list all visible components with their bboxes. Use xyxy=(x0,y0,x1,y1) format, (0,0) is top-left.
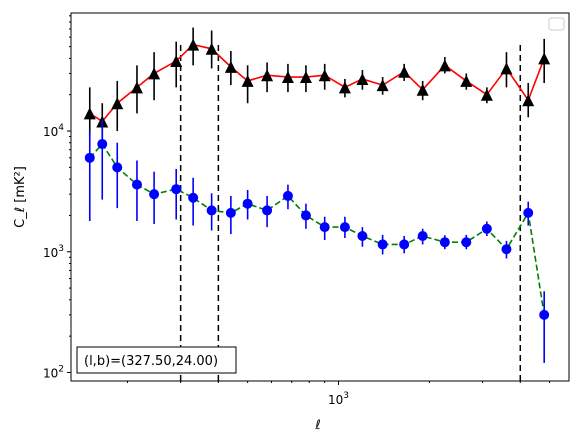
y-tick-label: 103 xyxy=(43,244,64,260)
data-point-circle xyxy=(439,237,450,248)
plot-area xyxy=(71,13,569,381)
data-point-triangle xyxy=(438,59,451,72)
series xyxy=(83,27,551,140)
data-point-circle xyxy=(417,231,428,242)
data-point-circle xyxy=(539,309,550,320)
data-point-circle xyxy=(501,244,512,255)
y-tick-label: 102 xyxy=(43,364,64,380)
data-point-triangle xyxy=(187,38,200,51)
data-point-circle xyxy=(149,189,160,200)
plot-frame xyxy=(70,12,570,382)
data-point-circle xyxy=(171,184,182,195)
data-point-circle xyxy=(242,198,253,209)
data-point-triangle xyxy=(281,71,294,84)
data-point-triangle xyxy=(522,94,535,107)
data-point-circle xyxy=(84,152,95,163)
axis-ticks: 102 103 104 103 xyxy=(43,15,551,407)
data-point-triangle xyxy=(261,69,274,82)
data-point-triangle xyxy=(241,74,254,87)
data-point-circle xyxy=(112,162,123,173)
data-point-triangle xyxy=(338,81,351,94)
x-tick-label: 103 xyxy=(328,391,349,407)
y-axis-label: C_ℓ [mK²] xyxy=(13,166,28,228)
data-point-circle xyxy=(523,207,534,218)
data-point-triangle xyxy=(205,42,218,55)
data-point-triangle xyxy=(500,62,513,75)
data-point-triangle xyxy=(130,81,143,94)
data-point-triangle xyxy=(398,65,411,78)
data-point-circle xyxy=(225,207,236,218)
data-point-triangle xyxy=(376,79,389,92)
data-point-triangle xyxy=(111,97,124,110)
data-point-triangle xyxy=(538,52,551,65)
data-point-circle xyxy=(319,222,330,233)
data-point-circle xyxy=(282,190,293,201)
data-point-circle xyxy=(97,139,108,150)
data-point-triangle xyxy=(460,74,473,87)
data-point-circle xyxy=(339,222,350,233)
vertical-lines xyxy=(179,45,522,381)
data-point-circle xyxy=(377,239,388,250)
data-point-circle xyxy=(357,231,368,242)
data-point-triangle xyxy=(83,107,96,120)
annotation-box xyxy=(76,346,237,374)
data-point-circle xyxy=(206,205,217,216)
annotation-text: (l,b)=(327.50,24.00) xyxy=(84,354,218,369)
data-point-triangle xyxy=(356,72,369,85)
data-point-circle xyxy=(131,179,142,190)
data-point-triangle xyxy=(480,88,493,101)
data-point-triangle xyxy=(416,83,429,96)
data-point-circle xyxy=(461,237,472,248)
legend-box xyxy=(548,17,565,31)
data-point-triangle xyxy=(224,60,237,73)
data-point-circle xyxy=(300,210,311,221)
series-layer xyxy=(83,27,551,363)
data-point-circle xyxy=(481,223,492,234)
data-point-triangle xyxy=(318,69,331,82)
series xyxy=(84,119,550,363)
data-point-circle xyxy=(262,205,273,216)
data-point-circle xyxy=(188,192,199,203)
data-point-circle xyxy=(399,239,410,250)
data-point-triangle xyxy=(299,71,312,84)
data-point-triangle xyxy=(148,67,161,80)
data-point-triangle xyxy=(170,55,183,68)
y-tick-label: 104 xyxy=(43,123,64,139)
x-axis-label: ℓ xyxy=(314,418,320,433)
